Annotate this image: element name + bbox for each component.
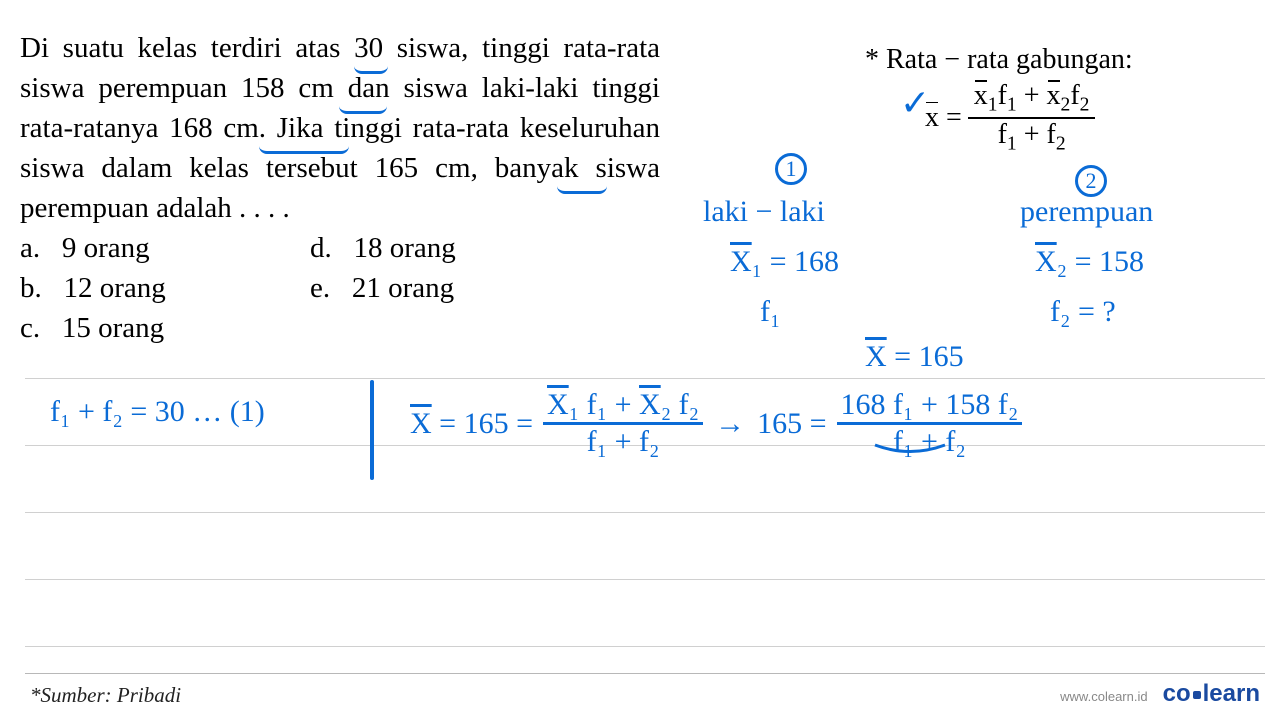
check-icon: ✓ bbox=[900, 82, 930, 124]
equation-1: f₁ + f₂ = 30 … (1) bbox=[50, 395, 265, 429]
underline-165 bbox=[557, 186, 607, 194]
answer-options: a. 9 orang d. 18 orang b. 12 orang e. 21… bbox=[20, 228, 456, 348]
x2-value: X₂ = 158 bbox=[1035, 245, 1144, 279]
footer-divider bbox=[25, 673, 1265, 674]
underline-158 bbox=[339, 106, 387, 114]
x1-value: X₁ = 168 bbox=[730, 245, 839, 279]
problem-text: Di suatu kelas terdiri atas 30 siswa, ti… bbox=[20, 28, 660, 228]
label-laki: laki − laki bbox=[703, 195, 825, 229]
option-b: b. 12 orang bbox=[20, 268, 310, 308]
option-e: e. 21 orang bbox=[310, 268, 454, 308]
footer-source: *Sumber: Pribadi bbox=[30, 683, 181, 708]
option-d: d. 18 orang bbox=[310, 228, 456, 268]
circle-2: 2 bbox=[1075, 162, 1107, 197]
underline-168 bbox=[259, 146, 349, 154]
circle-1: 1 bbox=[775, 150, 807, 185]
ruled-line bbox=[25, 646, 1265, 647]
ruled-line bbox=[25, 579, 1265, 580]
formula-title: * Rata − rata gabungan: bbox=[865, 44, 1260, 76]
ruled-line bbox=[25, 378, 1265, 379]
option-c: c. 15 orang bbox=[20, 308, 310, 348]
ruled-line bbox=[25, 512, 1265, 513]
divider-line bbox=[370, 380, 374, 480]
f2-var: f₂ = ? bbox=[1050, 295, 1116, 329]
label-perempuan: perempuan bbox=[1020, 195, 1153, 229]
f1-var: f₁ bbox=[760, 295, 780, 329]
option-a: a. 9 orang bbox=[20, 228, 310, 268]
underline-30 bbox=[354, 66, 388, 74]
brand-logo: www.colearn.id colearn bbox=[1060, 680, 1260, 708]
xbar-total: X = 165 bbox=[865, 340, 964, 374]
brand-url: www.colearn.id bbox=[1060, 689, 1147, 704]
underline-curve bbox=[870, 440, 950, 460]
